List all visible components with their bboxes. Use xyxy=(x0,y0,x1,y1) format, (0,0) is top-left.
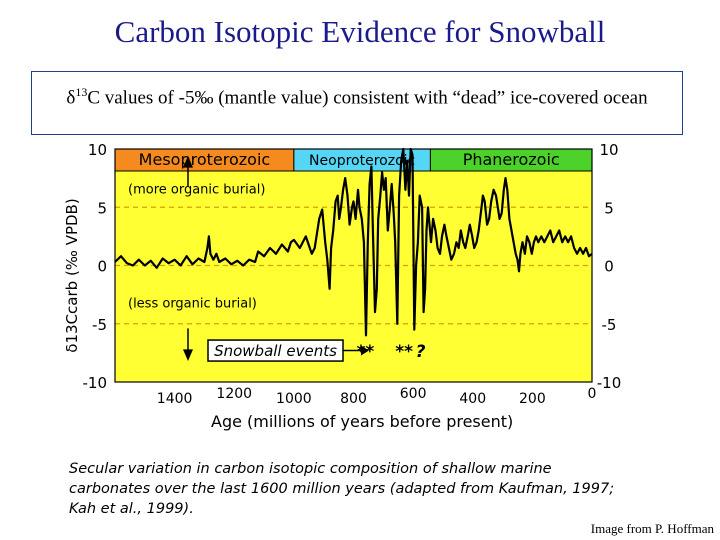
x-tick-label: 400 xyxy=(459,391,486,407)
subtitle-sup: 13 xyxy=(75,85,88,99)
y-axis-label: δ13Ccarb (‰ VPDB) xyxy=(63,198,81,352)
snowball-mark: ** xyxy=(357,342,375,362)
y-tick-label-left: 5 xyxy=(97,199,107,217)
x-tick-label: 0 xyxy=(588,386,597,402)
annotation-less-organic: (less organic burial) xyxy=(128,296,257,311)
y-tick-label-right: 0 xyxy=(604,258,614,276)
figure-panel: Mesoproterozoic Neoproterozoic Phanerozoic… xyxy=(55,137,627,530)
y-tick-label-left: 10 xyxy=(88,141,107,159)
snowball-arrow-head xyxy=(361,345,369,356)
carbon-isotope-line xyxy=(114,147,593,337)
x-tick-label: 1000 xyxy=(276,391,312,407)
arrow-down-head xyxy=(183,349,193,362)
isotope-chart: Mesoproterozoic Neoproterozoic Phanerozoic… xyxy=(63,141,622,407)
era-label-mesoproterozoic: Mesoproterozoic xyxy=(139,150,271,169)
y-tick-label-right: 5 xyxy=(604,199,614,217)
subtitle-delta: δ xyxy=(66,87,76,109)
era-label-neoproterozoic: Neoproterozoic xyxy=(309,153,415,169)
arrow-up-head xyxy=(183,155,193,168)
subtitle-text: C values of -5‰ (mantle value) consisten… xyxy=(87,87,648,109)
x-tick-label: 200 xyxy=(519,391,546,407)
y-tick-label-right: -5 xyxy=(602,316,617,334)
annotation-more-organic: (more organic burial) xyxy=(128,182,265,197)
y-tick-label-left: 0 xyxy=(97,258,107,276)
y-tick-label-right: -10 xyxy=(597,374,622,392)
x-tick-label: 800 xyxy=(340,391,367,407)
snowball-mark: ? xyxy=(416,342,426,362)
x-tick-label: 1400 xyxy=(157,391,193,407)
x-axis-label: Age (millions of years before present) xyxy=(211,412,514,431)
x-tick-label: 1200 xyxy=(216,386,252,402)
subtitle-box: δ13C values of -5‰ (mantle value) consis… xyxy=(31,71,683,135)
y-tick-label-left: -5 xyxy=(92,316,107,334)
slide-title: Carbon Isotopic Evidence for Snowball xyxy=(114,14,606,49)
image-credit: Image from P. Hoffman xyxy=(549,517,714,540)
x-tick-label: 600 xyxy=(400,386,427,402)
figure-caption: Secular variation in carbon isotopic com… xyxy=(69,461,615,517)
y-tick-label-right: 10 xyxy=(599,141,618,159)
era-label-phanerozoic: Phanerozoic xyxy=(463,150,560,169)
snowball-events-label: Snowball events xyxy=(214,342,337,360)
plot-border xyxy=(114,148,593,383)
snowball-mark: ** xyxy=(395,342,413,362)
y-tick-label-left: -10 xyxy=(83,374,108,392)
